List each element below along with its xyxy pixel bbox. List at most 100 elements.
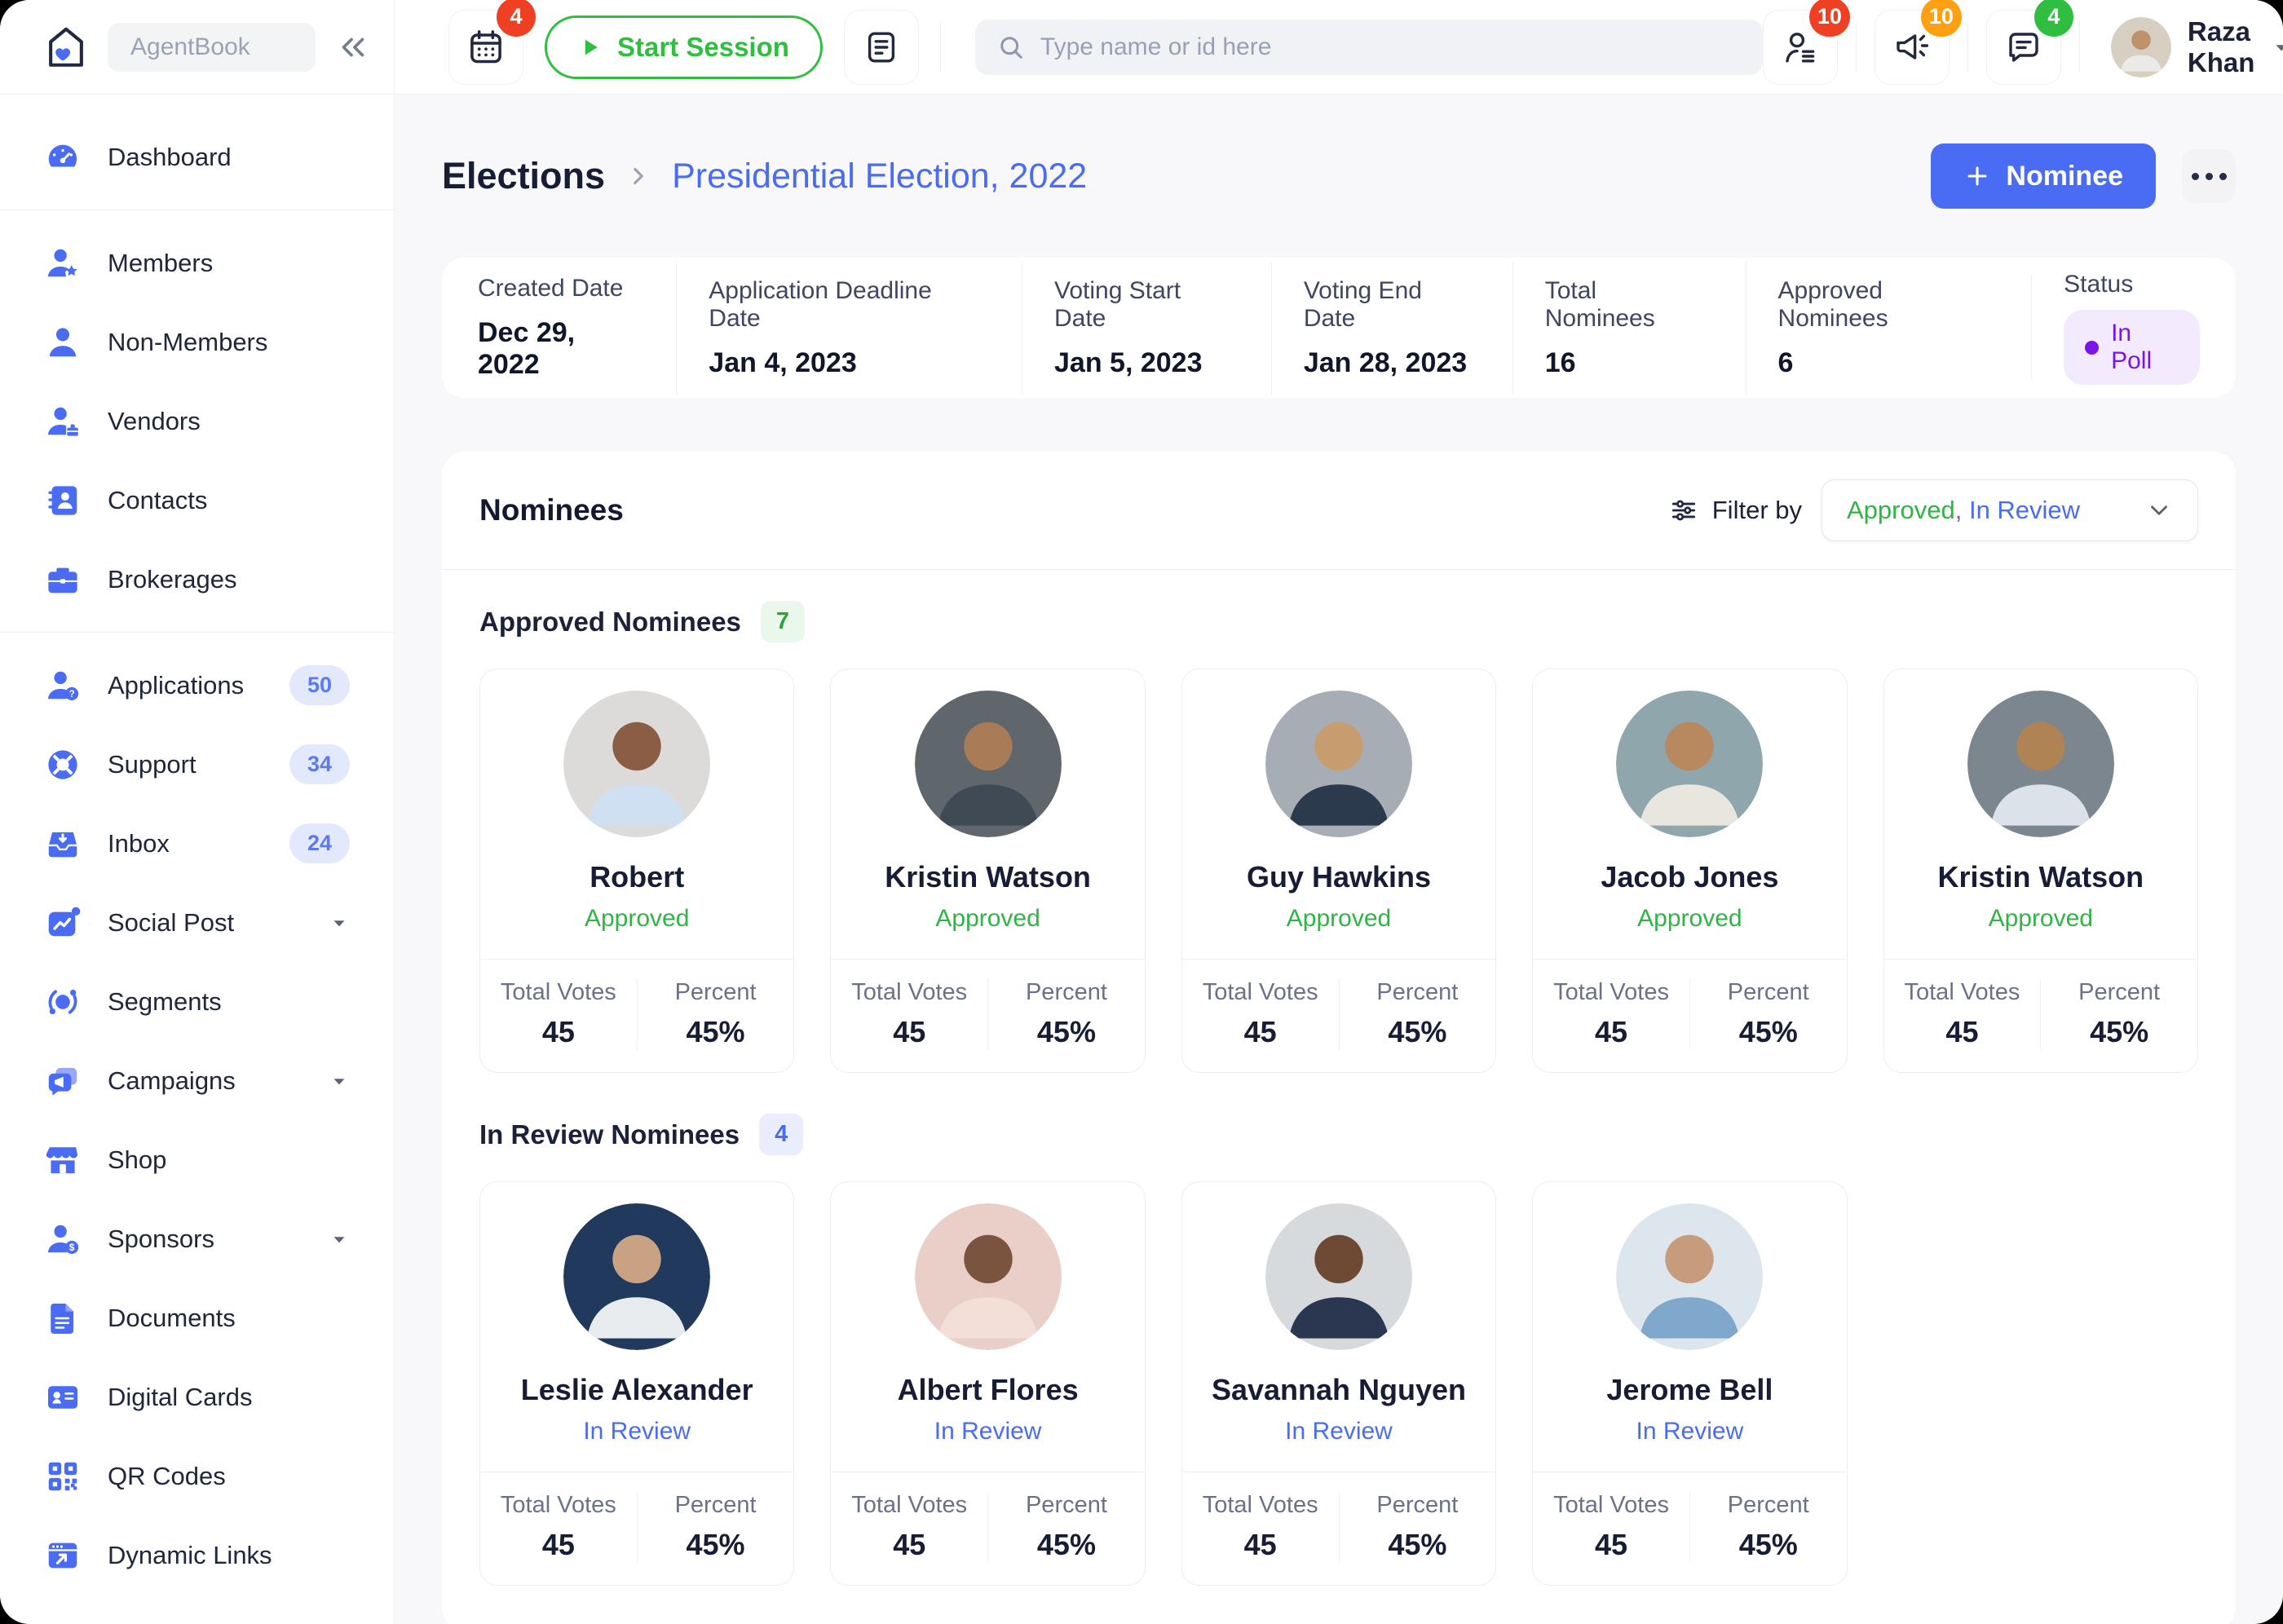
- sidebar-item-sponsors[interactable]: $ Sponsors: [0, 1199, 394, 1278]
- messages-button[interactable]: 4: [1985, 0, 2073, 85]
- chevron-down-icon: [329, 912, 350, 933]
- nominee-card[interactable]: Jerome Bell In Review Total Votes 45 Per…: [1532, 1181, 1848, 1586]
- summary-item-label: Application Deadline Date: [709, 276, 932, 332]
- nominee-card[interactable]: Jacob Jones Approved Total Votes 45 Perc…: [1532, 669, 1848, 1073]
- more-options-button[interactable]: [2182, 149, 2236, 203]
- notes-button[interactable]: [843, 9, 919, 85]
- percent-stat: Percent 45%: [987, 1492, 1145, 1562]
- search-bar[interactable]: [974, 19, 1763, 75]
- sidebar-item-documents[interactable]: Documents: [0, 1278, 394, 1357]
- nominee-card-top: Jerome Bell In Review: [1533, 1182, 1846, 1472]
- people-badge: 10: [1808, 0, 1850, 37]
- nominees-panel: Nominees Filter by Approved, In Review: [442, 452, 2236, 1624]
- nominee-name: Leslie Alexander: [520, 1373, 753, 1406]
- percent-value: 45%: [1036, 1015, 1096, 1048]
- nominee-card-top: Leslie Alexander In Review: [480, 1182, 793, 1472]
- breadcrumb-current[interactable]: Presidential Election, 2022: [672, 156, 1088, 196]
- user-menu[interactable]: Raza Khan: [2110, 16, 2283, 78]
- nominee-card-top: Jacob Jones Approved: [1533, 669, 1846, 959]
- sidebar-item-support[interactable]: Support 34: [0, 725, 394, 804]
- document-icon: [44, 1300, 82, 1337]
- search-input[interactable]: [1040, 33, 1742, 61]
- percent-label: Percent: [1376, 1492, 1459, 1518]
- summary-item: Voting Start Date Jan 5, 2023: [1022, 262, 1271, 394]
- nominee-card-footer: Total Votes 45 Percent 45%: [1533, 1472, 1847, 1585]
- sidebar-item-applications[interactable]: ? Applications 50: [0, 646, 394, 725]
- nominee-card[interactable]: Guy Hawkins Approved Total Votes 45 Perc…: [1181, 669, 1497, 1073]
- summary-items: Created Date Dec 29, 2022 Application De…: [478, 262, 2031, 394]
- sidebar-item-label: Segments: [108, 986, 222, 1016]
- sidebar-item-campaigns[interactable]: Campaigns: [0, 1041, 394, 1120]
- nominee-card[interactable]: Savannah Nguyen In Review Total Votes 45…: [1181, 1181, 1497, 1586]
- dot-icon: [2205, 172, 2213, 180]
- people-notifications-button[interactable]: 10: [1762, 0, 1850, 85]
- sidebar-item-members[interactable]: Members: [0, 223, 394, 302]
- sidebar-item-label: Non-Members: [108, 327, 268, 356]
- election-summary-bar: Created Date Dec 29, 2022 Application De…: [442, 258, 2236, 398]
- calendar-button[interactable]: 4: [448, 0, 536, 85]
- sidebar-item-non-members[interactable]: Non-Members: [0, 302, 394, 382]
- status-label: Status: [2064, 271, 2134, 298]
- nominee-card-footer: Total Votes 45 Percent 45%: [480, 959, 794, 1072]
- filter-dropdown[interactable]: Approved, In Review: [1822, 479, 2198, 541]
- sidebar-item-inbox[interactable]: Inbox 24: [0, 804, 394, 883]
- nominee-card-footer: Total Votes 45 Percent 45%: [480, 1472, 794, 1585]
- summary-item-label: Approved Nominees: [1777, 276, 1888, 332]
- nominee-card[interactable]: Kristin Watson Approved Total Votes 45 P…: [1883, 669, 2198, 1073]
- announcements-button[interactable]: 10: [1874, 0, 1962, 85]
- collapse-sidebar-icon[interactable]: [333, 29, 371, 66]
- nominee-card-top: Savannah Nguyen In Review: [1182, 1182, 1495, 1472]
- workspace-pill[interactable]: AgentBook: [108, 22, 316, 72]
- sidebar-item-segments[interactable]: Segments: [0, 962, 394, 1041]
- sidebar-divider: [0, 632, 394, 633]
- sidebar-item-digital-cards[interactable]: Digital Cards: [0, 1357, 394, 1436]
- summary-item-value: 6: [1777, 346, 1794, 378]
- total-votes-label: Total Votes: [1202, 979, 1318, 1005]
- topbar-divider: [1855, 21, 1857, 73]
- nominee-status: Approved: [935, 905, 1040, 932]
- chevron-down-icon: [329, 1229, 350, 1250]
- breadcrumb-parent[interactable]: Elections: [442, 155, 606, 196]
- add-nominee-label: Nominee: [2006, 160, 2123, 192]
- nominee-card[interactable]: Kristin Watson Approved Total Votes 45 P…: [830, 669, 1146, 1073]
- nominee-photo: [914, 691, 1062, 837]
- sidebar-item-social-post[interactable]: Social Post: [0, 883, 394, 962]
- sidebar-item-shop[interactable]: Shop: [0, 1120, 394, 1199]
- add-nominee-button[interactable]: Nominee: [1931, 143, 2156, 209]
- sidebar-item-qr-codes[interactable]: QR Codes: [0, 1436, 394, 1516]
- sidebar-item-brokerages[interactable]: Brokerages: [0, 540, 394, 619]
- filter-sliders-icon: [1668, 495, 1699, 526]
- filter-area: Filter by Approved, In Review: [1668, 479, 2198, 541]
- total-votes-value: 45: [1595, 1015, 1628, 1048]
- nominee-name: Kristin Watson: [885, 860, 1091, 894]
- sidebar-item-label: QR Codes: [108, 1461, 226, 1490]
- sidebar-item-label: Documents: [108, 1303, 236, 1332]
- percent-value: 45%: [1738, 1528, 1798, 1561]
- sidebar-item-vendors[interactable]: Vendors: [0, 382, 394, 461]
- sidebar-item-dynamic-links[interactable]: Dynamic Links: [0, 1516, 394, 1595]
- nominee-photo: [1616, 691, 1764, 837]
- id-card-icon: [44, 1379, 82, 1416]
- start-session-label: Start Session: [617, 31, 789, 62]
- nominee-card-footer: Total Votes 45 Percent 45%: [831, 1472, 1145, 1585]
- nominee-card[interactable]: Leslie Alexander In Review Total Votes 4…: [479, 1181, 795, 1586]
- person-dollar-icon: $: [44, 1220, 82, 1258]
- summary-item-value: Jan 4, 2023: [709, 346, 857, 378]
- percent-stat: Percent 45%: [636, 1492, 794, 1562]
- summary-item-label: Voting End Date: [1303, 276, 1422, 332]
- percent-value: 45%: [1388, 1015, 1447, 1048]
- start-session-button[interactable]: Start Session: [545, 15, 823, 79]
- brand-area: AgentBook: [0, 0, 395, 95]
- nominee-name: Guy Hawkins: [1246, 860, 1432, 894]
- summary-item: Total Nominees 16: [1512, 262, 1746, 394]
- sidebar-item-dashboard[interactable]: Dashboard: [0, 117, 394, 196]
- sidebar: Dashboard Members Non-Members Vendors C: [0, 95, 395, 1624]
- percent-value: 45%: [686, 1015, 745, 1048]
- filter-value-in-review: In Review: [1968, 496, 2081, 524]
- breadcrumb: Elections Presidential Election, 2022: [442, 155, 1087, 197]
- sidebar-item-contacts[interactable]: Contacts: [0, 461, 394, 540]
- percent-value: 45%: [1388, 1528, 1447, 1561]
- nominee-card[interactable]: Albert Flores In Review Total Votes 45 P…: [830, 1181, 1146, 1586]
- filter-label: Filter by: [1668, 495, 1802, 526]
- nominee-card[interactable]: Robert Approved Total Votes 45 Percent 4…: [479, 669, 795, 1073]
